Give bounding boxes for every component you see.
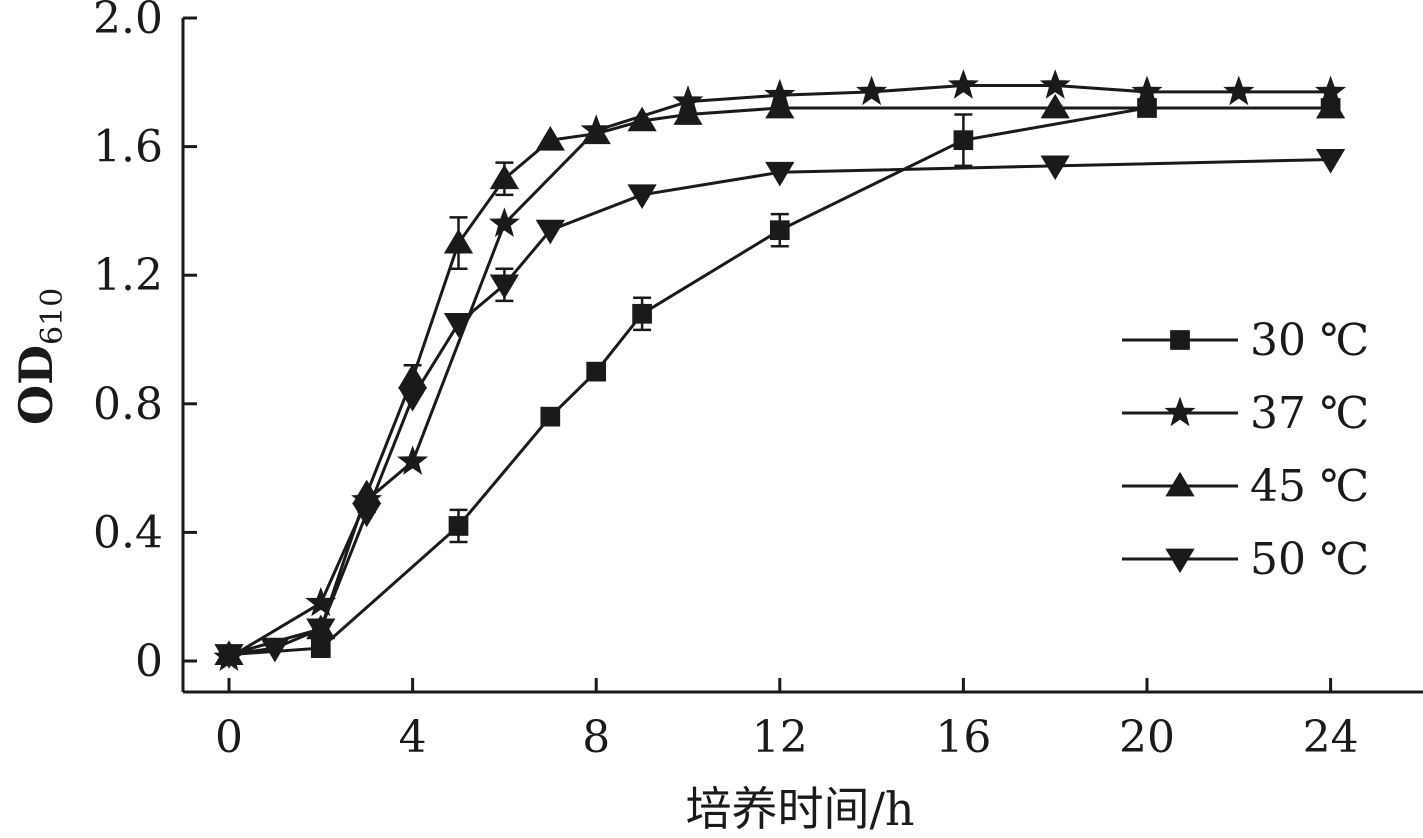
legend-item: 37 ℃ <box>1122 388 1369 439</box>
data-point <box>769 220 790 241</box>
data-point <box>260 637 290 663</box>
x-tick-label: 24 <box>1303 712 1359 763</box>
data-point <box>448 516 469 536</box>
svg-text:OD610: OD610 <box>9 288 70 425</box>
data-point <box>1223 75 1255 106</box>
x-tick-label: 0 <box>215 712 243 763</box>
series-4 <box>214 149 1346 669</box>
data-point <box>1315 149 1346 174</box>
legend-item: 45 ℃ <box>1122 461 1369 512</box>
data-point <box>489 274 520 300</box>
data-point <box>535 125 565 151</box>
series-line <box>228 106 1331 657</box>
y-tick-label: 0.4 <box>93 507 163 558</box>
y-tick-label: 0 <box>135 636 163 687</box>
data-point <box>489 164 520 190</box>
data-point <box>765 93 795 119</box>
x-tick-label: 4 <box>399 712 427 763</box>
data-point <box>953 130 974 151</box>
y-ticks: 0 0.4 0.8 1.2 1.6 2.0 <box>93 0 197 687</box>
legend-marker <box>1165 548 1195 574</box>
legend-marker <box>1164 396 1196 427</box>
y-axis-title-subscript: 610 <box>35 288 70 345</box>
legend-marker <box>1165 471 1195 497</box>
data-point <box>1040 155 1070 181</box>
series-line <box>228 158 1331 657</box>
legend-label: 50 ℃ <box>1250 534 1369 585</box>
x-tick-label: 16 <box>935 712 991 763</box>
data-point <box>443 313 474 338</box>
data-point <box>627 106 657 132</box>
y-tick-label: 2.0 <box>93 0 163 44</box>
x-tick-label: 12 <box>752 712 808 763</box>
data-point <box>540 406 561 427</box>
x-ticks: 0 4 8 12 16 20 24 <box>215 678 1359 763</box>
legend-label: 45 ℃ <box>1250 461 1369 512</box>
series-line <box>228 106 1331 657</box>
series-layer <box>213 69 1347 672</box>
series-2 <box>213 69 1347 672</box>
x-tick-label: 8 <box>582 712 610 763</box>
data-point <box>397 445 429 475</box>
data-point <box>856 75 888 106</box>
axes <box>181 18 1423 694</box>
legend-label: 37 ℃ <box>1250 388 1369 439</box>
legend: 30 ℃ 37 ℃ 45 ℃ 50 ℃ <box>1122 315 1369 585</box>
y-tick-label: 1.2 <box>93 250 163 301</box>
data-point <box>352 502 382 528</box>
legend-item: 50 ℃ <box>1122 534 1369 585</box>
y-tick-label: 0.8 <box>93 379 163 430</box>
data-point <box>632 303 652 324</box>
x-tick-label: 20 <box>1119 712 1175 763</box>
y-tick-label: 1.6 <box>93 122 163 173</box>
data-point <box>765 161 795 187</box>
data-point <box>306 618 336 644</box>
data-point <box>1040 93 1070 119</box>
data-point <box>488 207 520 238</box>
data-point <box>627 184 657 210</box>
data-point <box>397 386 428 412</box>
series-3 <box>214 93 1346 665</box>
y-axis-title: OD610 <box>9 288 70 425</box>
data-point <box>443 228 474 254</box>
y-axis-title-main: OD <box>9 345 63 425</box>
data-point <box>673 100 703 125</box>
legend-label: 30 ℃ <box>1250 315 1369 366</box>
legend-item: 30 ℃ <box>1122 315 1369 366</box>
data-point <box>214 644 244 669</box>
data-point <box>586 361 607 382</box>
data-point <box>1131 75 1163 106</box>
legend-marker <box>1170 330 1190 350</box>
x-axis-title: 培养时间/h <box>685 782 914 836</box>
data-point <box>1315 93 1346 119</box>
data-point <box>535 219 565 245</box>
data-point <box>581 119 611 145</box>
data-point <box>1039 69 1071 99</box>
data-point <box>947 69 979 99</box>
